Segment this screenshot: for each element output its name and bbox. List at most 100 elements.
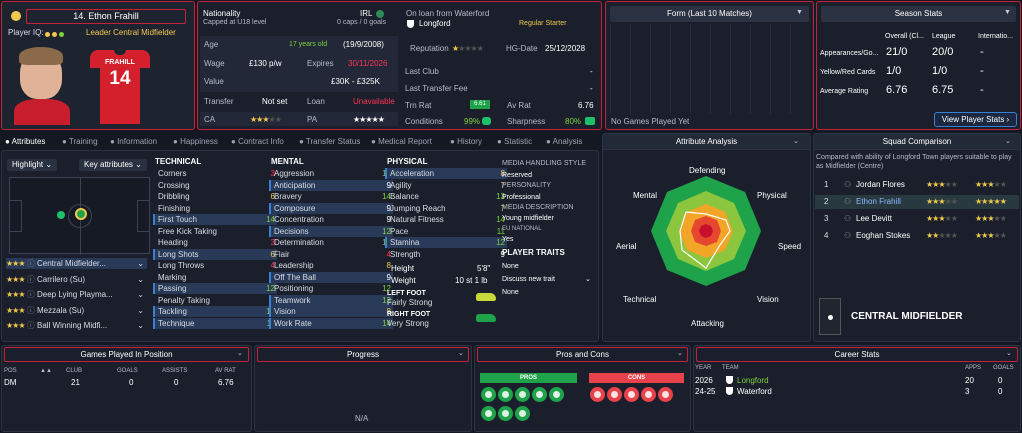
career-team[interactable]: Waterford	[737, 387, 772, 396]
discuss-trait-dropdown[interactable]: Discuss new trait ⌄	[502, 276, 591, 283]
attribute-row[interactable]: Anticipation 9	[269, 179, 393, 191]
key-attributes-dropdown[interactable]: Key attributes ⌄	[79, 159, 147, 171]
career-col[interactable]: YEAR	[695, 365, 712, 371]
career-team[interactable]: Longford	[737, 376, 769, 385]
chevron-down-icon[interactable]: ⌄	[137, 321, 144, 330]
attribute-row[interactable]: Crossing5	[155, 180, 277, 191]
tab-attributes[interactable]: ● Attributes	[5, 137, 46, 146]
attribute-row[interactable]: Leadership 8	[271, 260, 393, 271]
role-item[interactable]: ★★★ ⓘ Central Midfielder... ⌄	[6, 258, 147, 269]
attribute-row[interactable]: Long Shots 6	[153, 248, 277, 260]
attribute-row[interactable]: Bravery 14	[271, 191, 393, 202]
sort-icon[interactable]: ▲▲	[40, 368, 52, 374]
role-item[interactable]: ★★★ ⓘ Mezzala (Su) ⌄	[6, 305, 147, 316]
attribute-row[interactable]: Off The Ball 9	[269, 271, 393, 283]
pro-icon[interactable]	[549, 387, 564, 402]
squad-row[interactable]: 3 ⚇ Lee Devitt ★★★★★ ★★★★★	[815, 212, 1019, 226]
attribute-row[interactable]: Pace 11	[387, 226, 507, 237]
squad-comparison-title[interactable]: Squad Comparison	[814, 134, 1020, 150]
games-col[interactable]: AV RAT	[215, 368, 236, 374]
attribute-row[interactable]: Finishing2	[155, 203, 277, 214]
tab-contract-info[interactable]: ● Contract Info	[231, 137, 284, 146]
attribute-row[interactable]: Passing 12	[153, 283, 277, 294]
tab-training[interactable]: ● Training	[62, 137, 98, 146]
chevron-down-icon[interactable]: ⌄	[137, 259, 144, 268]
attribute-row[interactable]: Dribbling 6	[155, 191, 277, 202]
con-icon[interactable]	[658, 387, 673, 402]
role-item[interactable]: ★★★ ⓘ Ball Winning Midfi... ⌄	[6, 320, 147, 331]
pro-icon[interactable]	[515, 387, 530, 402]
attribute-row[interactable]: Marking8	[155, 272, 277, 283]
attribute-row[interactable]: Tackling12	[153, 306, 277, 317]
attribute-row[interactable]: Technique11	[153, 317, 277, 329]
con-icon[interactable]	[641, 387, 656, 402]
attribute-row[interactable]: Natural Fitness 14	[387, 214, 507, 225]
attribute-row[interactable]: Determination12	[271, 237, 393, 248]
attribute-row[interactable]: Balance 13	[387, 191, 507, 202]
con-icon[interactable]	[624, 387, 639, 402]
career-stats-title[interactable]: Career Stats	[696, 347, 1018, 362]
games-played-title[interactable]: Games Played In Position	[4, 347, 249, 362]
attribute-row[interactable]: Agility 7	[387, 180, 507, 191]
attribute-analysis-title[interactable]: Attribute Analysis	[603, 134, 810, 150]
games-col[interactable]: GOALS	[117, 368, 138, 374]
loan-status[interactable]: Unavailable	[353, 97, 395, 106]
chevron-down-icon[interactable]: ▼	[1004, 9, 1011, 16]
attribute-row[interactable]: Penalty Taking5	[155, 295, 277, 306]
chevron-down-icon[interactable]: ⌄	[237, 350, 243, 357]
attribute-row[interactable]: Concentration 9	[271, 214, 393, 225]
value[interactable]: £30K - £325K	[331, 77, 380, 86]
tab-transfer-status[interactable]: ● Transfer Status	[299, 137, 361, 146]
attribute-row[interactable]: Vision 8	[269, 306, 393, 317]
chevron-down-icon[interactable]: ⌄	[1006, 350, 1012, 357]
pros-cons-title[interactable]: Pros and Cons	[477, 347, 688, 362]
attribute-row[interactable]: Aggression12	[271, 168, 393, 179]
attribute-row[interactable]: Positioning 12	[271, 283, 393, 294]
tab-analysis[interactable]: ● Analysis	[546, 137, 583, 146]
club-name[interactable]: Longford	[419, 19, 451, 28]
chevron-down-icon[interactable]: ⌄	[137, 274, 144, 284]
wage[interactable]: £130 p/w	[249, 59, 282, 68]
games-col[interactable]: ASSISTS	[162, 368, 188, 374]
chevron-down-icon[interactable]: ⌄	[793, 138, 799, 145]
attribute-row[interactable]: Flair 4	[271, 249, 393, 260]
progress-title[interactable]: Progress	[257, 347, 469, 362]
transfer-status[interactable]: Not set	[262, 97, 288, 106]
squad-row[interactable]: 2 ⚇ Ethon Frahill ★★★★★ ★★★★★	[815, 195, 1019, 209]
attribute-row[interactable]: Decisions 12	[269, 225, 393, 237]
attribute-row[interactable]: Work Rate 14	[269, 317, 393, 329]
pro-icon[interactable]	[498, 406, 513, 421]
pro-icon[interactable]	[481, 406, 496, 421]
chevron-down-icon[interactable]: ⌄	[1005, 138, 1011, 145]
attribute-row[interactable]: Composure 9	[269, 202, 393, 214]
tab-statistic[interactable]: ● Statistic	[497, 137, 533, 146]
attribute-row[interactable]: Teamwork 13	[269, 294, 393, 306]
attribute-row[interactable]: Stamina 12	[385, 237, 507, 248]
role-item[interactable]: ★★★ ⓘ Deep Lying Playma... ⌄	[6, 289, 147, 300]
career-col[interactable]: GOALS	[993, 365, 1014, 371]
tab-history[interactable]: ● History	[450, 137, 482, 146]
squad-row[interactable]: 1 ⚇ Jordan Flores ★★★★★ ★★★★★	[815, 178, 1019, 192]
con-icon[interactable]	[607, 387, 622, 402]
tab-information[interactable]: ● Information	[110, 137, 158, 146]
chevron-down-icon[interactable]: ⌄	[458, 350, 464, 357]
attribute-row[interactable]: First Touch 14	[153, 214, 277, 225]
attribute-row[interactable]: Strength 9	[387, 249, 507, 260]
chevron-down-icon[interactable]: ⌄	[137, 305, 144, 315]
squad-row[interactable]: 4 ⚇ Eoghan Stokes ★★★★★ ★★★★★	[815, 229, 1019, 243]
pro-icon[interactable]	[532, 387, 547, 402]
pro-icon[interactable]	[498, 387, 513, 402]
attribute-row[interactable]: Corners 3	[155, 168, 277, 179]
form-title-bar[interactable]: Form (Last 10 Matches)	[610, 6, 809, 22]
view-player-stats-button[interactable]: View Player Stats ›	[934, 112, 1017, 127]
attribute-row[interactable]: Long Throws 4	[155, 260, 277, 271]
chevron-down-icon[interactable]: ⌄	[137, 290, 144, 299]
career-col[interactable]: TEAM	[722, 365, 739, 371]
pro-icon[interactable]	[481, 387, 496, 402]
chevron-down-icon[interactable]: ▼	[796, 9, 803, 16]
season-title-bar[interactable]: Season Stats	[821, 6, 1016, 22]
con-icon[interactable]	[590, 387, 605, 402]
tab-medical-report[interactable]: ● Medical Report	[371, 137, 432, 146]
player-name-box[interactable]: 14. Ethon Frahill	[26, 9, 186, 24]
attribute-row[interactable]: Free Kick Taking6	[155, 226, 277, 237]
